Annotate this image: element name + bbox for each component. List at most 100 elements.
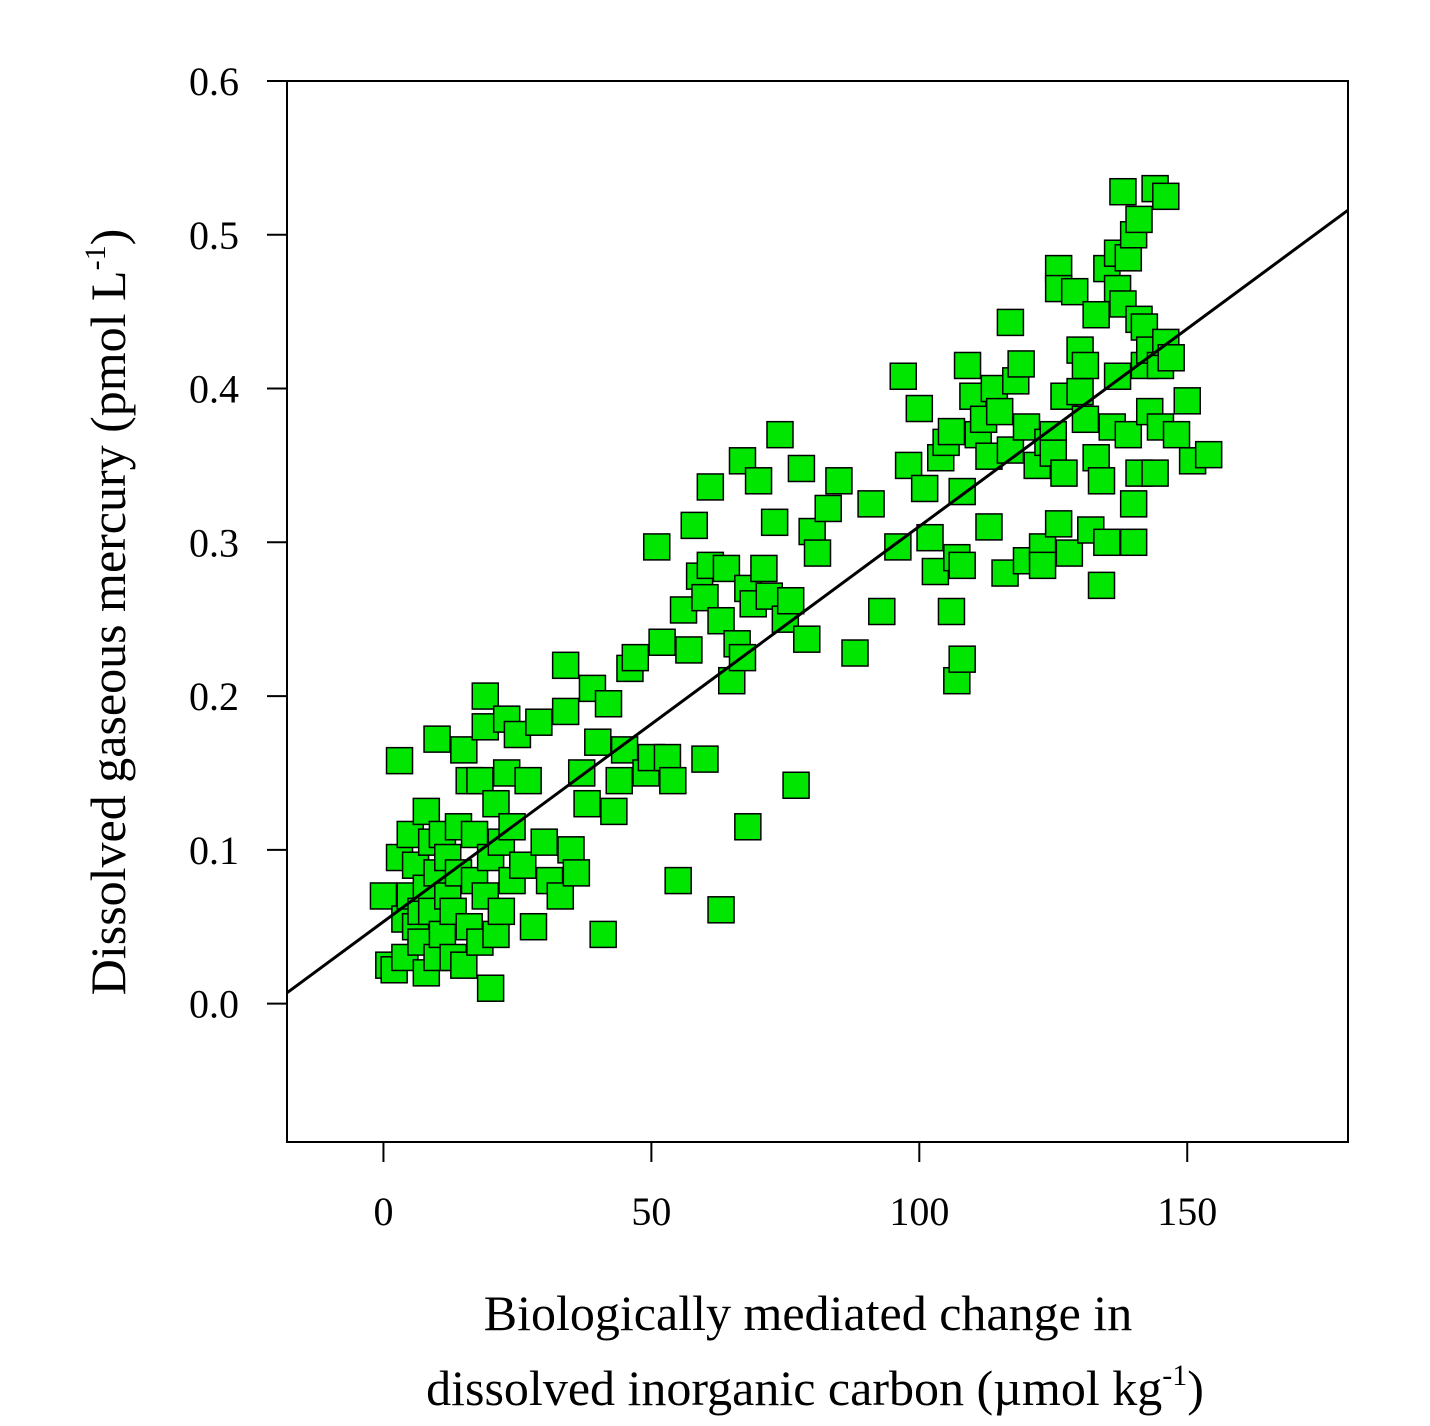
data-point xyxy=(412,797,441,826)
data-point xyxy=(653,743,682,772)
data-point xyxy=(857,490,885,518)
data-point xyxy=(975,513,1003,541)
y-axis: 0.0 0.1 0.2 0.3 0.4 0.5 0.6 xyxy=(189,59,287,1027)
data-point xyxy=(787,454,816,483)
x-axis: 0 50 100 150 xyxy=(373,1142,1217,1234)
data-point xyxy=(905,394,934,423)
data-point xyxy=(1114,244,1143,272)
data-point xyxy=(546,882,575,910)
data-point xyxy=(691,745,719,773)
data-point xyxy=(664,866,692,895)
data-point xyxy=(937,597,966,626)
data-point xyxy=(1162,420,1191,449)
data-point xyxy=(551,697,580,726)
plot-frame xyxy=(286,80,1349,1143)
data-points xyxy=(369,174,1223,1002)
data-point xyxy=(750,554,778,583)
x-axis-title-line2-end: ) xyxy=(1187,1360,1204,1416)
data-point xyxy=(1152,182,1180,211)
data-point xyxy=(948,551,976,580)
data-point xyxy=(675,636,703,664)
y-tick-label: 0.0 xyxy=(189,982,239,1027)
data-point xyxy=(841,639,869,667)
data-point xyxy=(525,708,553,736)
x-axis-title-superscript: -1 xyxy=(1162,1359,1187,1392)
regression-line xyxy=(286,208,1349,995)
data-point xyxy=(776,586,805,615)
data-point xyxy=(1087,467,1116,495)
data-point xyxy=(551,651,580,680)
data-point xyxy=(937,417,966,446)
y-tick-label: 0.3 xyxy=(189,520,239,565)
data-point xyxy=(1060,277,1089,306)
data-point xyxy=(1173,387,1201,415)
data-point xyxy=(594,690,623,718)
data-point xyxy=(1082,443,1110,472)
y-tick-label: 0.4 xyxy=(189,367,239,412)
data-point xyxy=(589,920,617,949)
data-point xyxy=(514,766,542,795)
data-point xyxy=(1194,440,1223,469)
data-point xyxy=(1125,205,1153,234)
data-point xyxy=(1044,510,1073,538)
y-tick-label: 0.1 xyxy=(189,828,239,873)
data-point xyxy=(1050,459,1078,487)
data-point xyxy=(1071,351,1100,380)
data-point xyxy=(894,451,923,480)
data-point xyxy=(760,508,789,537)
data-point xyxy=(1114,420,1143,449)
data-point xyxy=(884,533,912,561)
data-point xyxy=(476,974,505,1002)
data-point xyxy=(734,813,762,841)
data-point xyxy=(450,736,478,764)
data-point xyxy=(621,643,650,672)
y-axis-title-superscript: -1 xyxy=(79,245,112,270)
data-point xyxy=(573,789,601,818)
data-point xyxy=(707,606,735,635)
x-tick-label: 100 xyxy=(889,1189,949,1234)
data-point xyxy=(600,797,628,826)
data-point xyxy=(487,897,516,926)
data-point xyxy=(369,882,398,910)
data-point xyxy=(530,828,558,856)
data-point xyxy=(782,771,810,800)
y-tick-label: 0.2 xyxy=(189,674,239,719)
data-point xyxy=(471,682,500,710)
data-point xyxy=(825,467,853,495)
data-point xyxy=(1141,459,1169,487)
data-point xyxy=(1028,551,1057,580)
data-point xyxy=(707,896,735,924)
data-point xyxy=(509,851,537,879)
data-point xyxy=(450,951,478,979)
data-point xyxy=(680,511,709,540)
data-point xyxy=(659,766,687,795)
data-point xyxy=(519,912,548,941)
data-point xyxy=(910,474,939,503)
data-point xyxy=(1157,344,1185,372)
data-point xyxy=(696,473,725,501)
data-point xyxy=(985,397,1014,426)
data-point xyxy=(482,920,510,949)
data-point xyxy=(648,628,676,657)
x-tick-label: 0 xyxy=(373,1189,393,1234)
data-point xyxy=(766,420,794,449)
data-point xyxy=(460,820,489,849)
data-point xyxy=(814,494,842,523)
data-point xyxy=(1109,177,1137,206)
data-point xyxy=(803,539,832,567)
data-point xyxy=(482,789,510,818)
data-point xyxy=(1119,528,1148,557)
data-point xyxy=(584,728,612,756)
data-point xyxy=(1087,571,1116,600)
data-point xyxy=(578,674,607,703)
y-axis-title-main: Dissolved gaseous mercury (pmol L xyxy=(80,270,136,995)
data-point xyxy=(889,362,917,390)
y-tick-label: 0.5 xyxy=(189,213,239,258)
data-point xyxy=(1082,300,1110,329)
data-point xyxy=(1071,405,1100,434)
data-point xyxy=(557,836,585,864)
data-point xyxy=(423,725,451,753)
data-point xyxy=(1093,528,1121,557)
data-point xyxy=(948,645,976,673)
